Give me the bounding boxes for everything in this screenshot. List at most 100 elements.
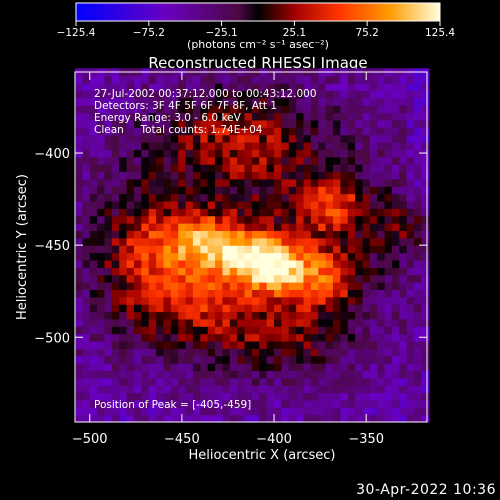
heatmap-cell (192, 245, 201, 254)
heatmap-cell (288, 97, 297, 106)
heatmap-cell (170, 399, 179, 408)
heatmap-cell (369, 326, 378, 335)
heatmap-cell (119, 304, 128, 313)
heatmap-cell (170, 156, 179, 165)
heatmap-cell (133, 370, 142, 379)
heatmap-cell (406, 399, 415, 408)
heatmap-cell (333, 385, 341, 394)
heatmap-cell (274, 296, 283, 305)
heatmap-cell (281, 355, 290, 364)
heatmap-cell (119, 127, 128, 136)
heatmap-cell (207, 282, 216, 290)
heatmap-cell (126, 289, 135, 298)
heatmap-cell (163, 186, 172, 195)
heatmap-cell (399, 90, 408, 99)
heatmap-cell (414, 355, 423, 364)
y-tick-label: −450 (34, 239, 70, 254)
heatmap-cell (141, 178, 150, 187)
heatmap-cell (310, 385, 319, 394)
heatmap-cell (141, 193, 150, 202)
heatmap-cell (119, 399, 128, 408)
heatmap-cell (310, 348, 319, 357)
heatmap-cell (355, 296, 364, 305)
heatmap-cell (384, 289, 393, 298)
heatmap-cell (377, 230, 386, 239)
heatmap-cell (310, 267, 319, 276)
heatmap-cell (222, 399, 231, 408)
heatmap-cell (237, 112, 246, 121)
heatmap-cell (185, 75, 194, 84)
heatmap-cell (340, 156, 349, 165)
heatmap-cell (355, 355, 364, 364)
heatmap-cell (414, 267, 423, 276)
heatmap-cell (222, 142, 231, 150)
heatmap-cell (406, 127, 415, 136)
heatmap-cell (156, 252, 165, 261)
heatmap-cell (333, 370, 341, 379)
heatmap-cell (141, 186, 150, 195)
heatmap-cell (414, 326, 423, 335)
heatmap-cell (215, 200, 224, 209)
heatmap-cell (310, 208, 319, 217)
heatmap-cell (288, 289, 297, 298)
heatmap-cell (347, 142, 356, 150)
heatmap-cell (111, 112, 120, 121)
heatmap-cell (296, 326, 305, 335)
heatmap-cell (89, 186, 98, 195)
heatmap-cell (421, 414, 430, 423)
heatmap-cell (266, 414, 275, 423)
heatmap-cell (384, 215, 393, 224)
heatmap-cell (185, 377, 194, 386)
heatmap-cell (406, 363, 415, 372)
heatmap-cell (355, 399, 364, 408)
heatmap-cell (104, 392, 113, 401)
heatmap-cell (229, 142, 238, 150)
heatmap-cell (355, 178, 364, 187)
heatmap-cell (340, 75, 349, 84)
heatmap-cell (82, 193, 91, 202)
heatmap-cell (355, 340, 364, 349)
heatmap-cell (156, 348, 165, 357)
heatmap-cell (325, 83, 334, 92)
heatmap-cell (362, 370, 371, 379)
heatmap-cell (185, 296, 194, 305)
heatmap-cell (377, 208, 386, 217)
heatmap-cell (170, 407, 179, 416)
heatmap-cell (215, 75, 224, 84)
heatmap-cell (369, 363, 378, 372)
heatmap-cell (310, 252, 319, 261)
heatmap-cell (156, 392, 165, 401)
heatmap-cell (318, 215, 327, 224)
heatmap-cell (148, 119, 157, 128)
heatmap-cell (384, 178, 393, 187)
heatmap-cell (266, 274, 275, 283)
heatmap-cell (333, 363, 341, 372)
heatmap-cell (75, 97, 83, 106)
heatmap-cell (244, 230, 253, 239)
heatmap-cell (75, 171, 83, 180)
heatmap-cell (89, 363, 98, 372)
heatmap-cell (82, 296, 91, 305)
heatmap-cell (215, 245, 224, 254)
heatmap-cell (133, 119, 142, 128)
heatmap-cell (355, 267, 364, 276)
heatmap-cell (288, 230, 297, 239)
heatmap-cell (148, 83, 157, 92)
heatmap-cell (141, 142, 150, 150)
heatmap-cell (237, 326, 246, 335)
heatmap-cell (119, 112, 128, 121)
heatmap-cell (377, 164, 386, 173)
heatmap-cell (288, 340, 297, 349)
heatmap-cell (384, 370, 393, 379)
heatmap-cell (178, 178, 187, 187)
heatmap-cell (333, 149, 341, 158)
heatmap-cell (163, 75, 172, 84)
heatmap-cell (82, 348, 91, 357)
heatmap-cell (340, 348, 349, 357)
heatmap-cell (303, 370, 312, 379)
heatmap-cell (251, 134, 260, 143)
heatmap-cell (126, 348, 135, 357)
heatmap-cell (377, 304, 386, 313)
heatmap-cell (215, 142, 224, 150)
heatmap-cell (163, 119, 172, 128)
